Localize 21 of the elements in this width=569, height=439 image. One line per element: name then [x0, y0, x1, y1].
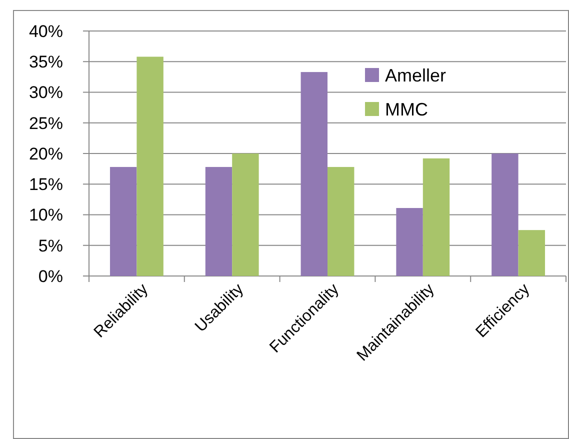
y-tick-label: 0%: [38, 266, 63, 286]
bar: [518, 230, 546, 276]
bar: [492, 154, 518, 276]
y-tick-label: 20%: [28, 144, 63, 164]
bar: [422, 158, 450, 276]
bar: [205, 166, 232, 276]
bar: [396, 208, 423, 276]
y-tick-label: 10%: [28, 206, 63, 225]
y-tick-label: 5%: [38, 236, 63, 256]
legend-label: Ameller: [385, 65, 446, 86]
y-tick-label: 15%: [28, 175, 63, 194]
bar: [110, 166, 137, 276]
bar: [232, 154, 259, 276]
y-tick-label: 25%: [28, 114, 63, 133]
bar: [328, 166, 354, 276]
bar: [136, 56, 164, 276]
legend-label: MMC: [385, 99, 428, 120]
y-tick-label: 40%: [28, 22, 63, 41]
y-tick-label: 35%: [28, 52, 63, 72]
y-tick-label: 30%: [28, 83, 63, 102]
bar: [300, 72, 328, 276]
